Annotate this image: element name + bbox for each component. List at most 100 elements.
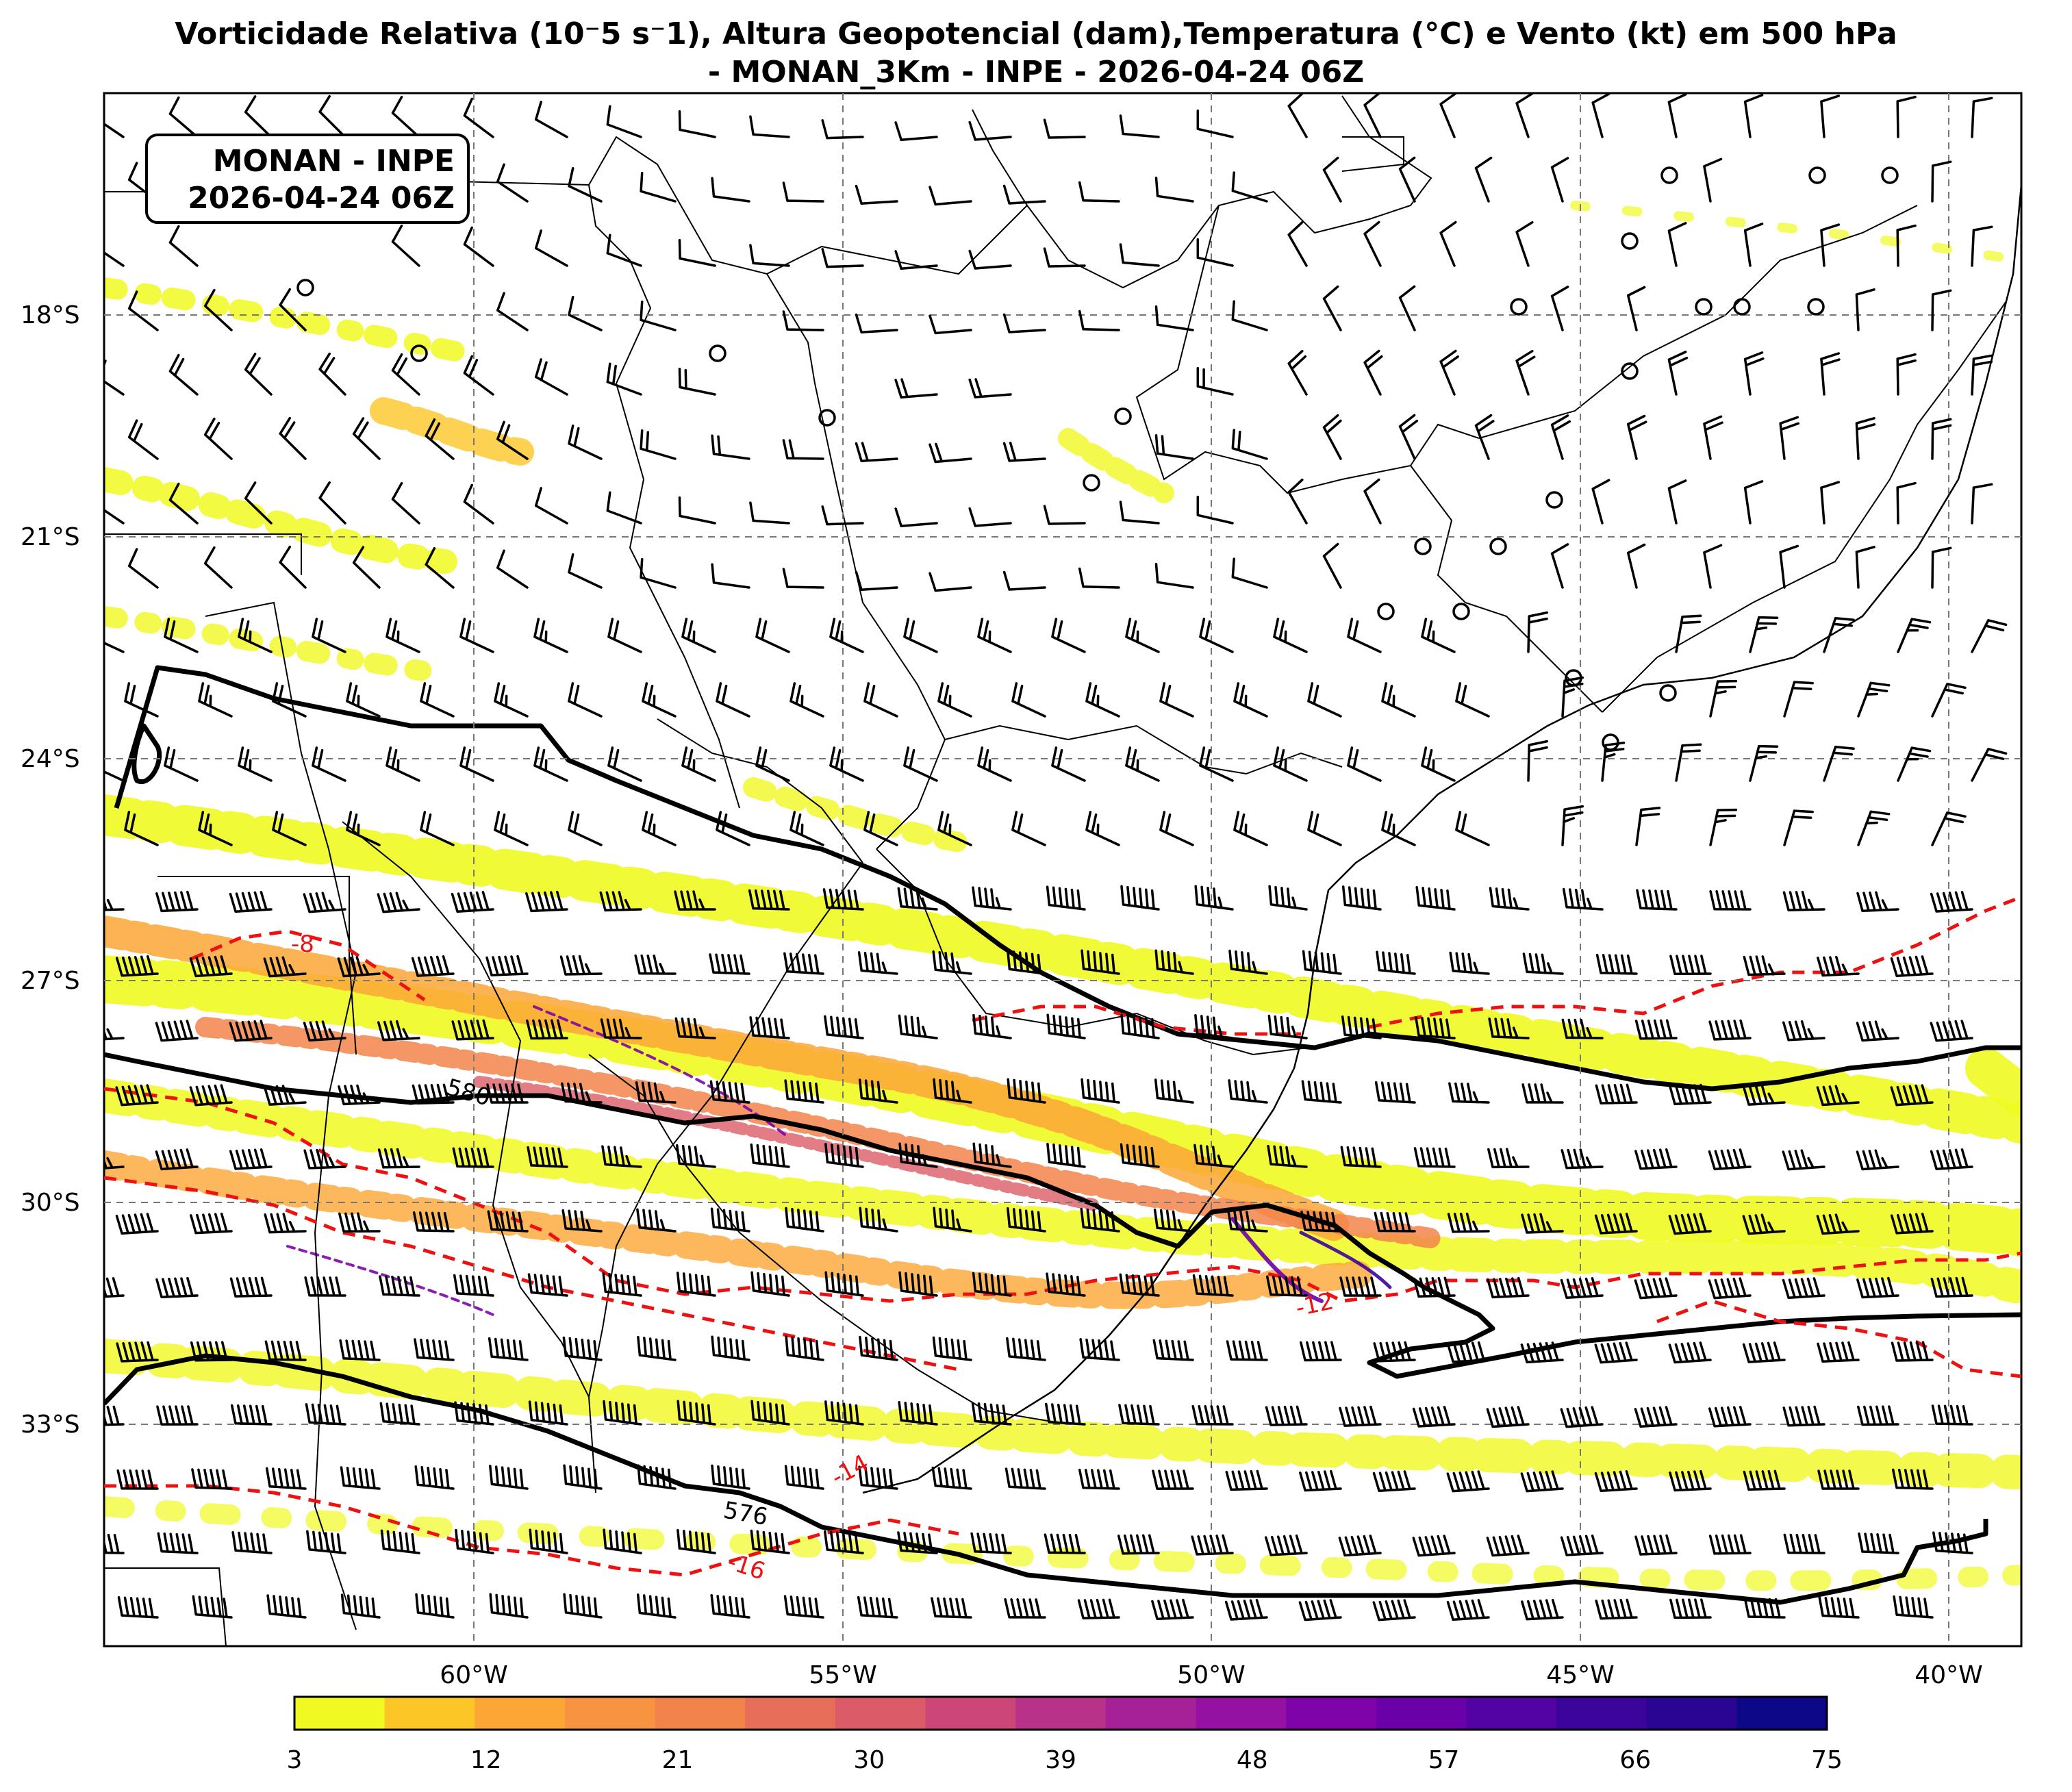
wind-barb [303,1148,346,1170]
wind-barb [1742,1213,1786,1235]
wind-barb [391,95,420,138]
wind-barb [562,1336,603,1361]
calm-wind-marker [1621,232,1639,250]
wind-barb [634,954,677,975]
wind-barb [824,1142,864,1168]
wind-barb [1051,746,1086,782]
wind-barb [568,811,603,846]
wind-barb [1515,93,1534,138]
wind-barb [1971,748,2008,782]
wind-barb [1372,1599,1416,1621]
wind-barb [1002,313,1046,333]
wind-barb [977,618,1012,653]
wind-barb [637,1464,677,1490]
wind-barb [1051,618,1086,653]
calm-wind-marker [818,409,836,427]
wind-barb [894,507,938,528]
wind-barb [1635,807,1661,846]
wind-barb [678,496,716,525]
wind-barb [279,545,307,589]
wind-barb [198,682,233,718]
lat-tick-label: 21°S [21,523,80,551]
wind-barb [599,891,642,912]
wind-barb [1818,1596,1860,1619]
wind-barb [933,1207,972,1233]
wind-barb [1890,1212,1934,1235]
wind-barb [266,1594,307,1619]
lon-tick-label: 60°W [440,1661,507,1689]
wind-barb [971,1402,1012,1426]
calm-wind-marker [1510,298,1528,316]
wind-barb [1931,546,1952,589]
wind-barb [1930,1276,1973,1298]
wind-barb [318,94,346,138]
wind-barb [1078,310,1120,331]
wind-barb [425,418,455,460]
wind-barb [1749,744,1779,782]
wind-barb [1363,478,1382,525]
wind-barb [1782,890,1825,911]
wind-barb [1703,415,1723,460]
colorbar-swatch [1556,1697,1647,1730]
wind-barb [463,483,494,525]
wind-barb [391,224,420,267]
colorbar-tick-label: 30 [853,1746,885,1774]
wind-barb [386,746,420,782]
wind-barb [272,682,307,718]
wind-barb [1857,681,1891,718]
wind-barb [1154,433,1194,460]
wind-barb [710,1594,750,1619]
wind-barb [1667,479,1687,525]
wind-barb [1855,546,1875,589]
wind-barb [533,618,568,653]
wind-barb [676,1272,716,1297]
wind-barb [1231,300,1268,331]
wind-barb [710,1207,750,1233]
wind-barb [1119,1273,1160,1297]
wind-barb [340,1593,381,1619]
wind-barb [412,1211,455,1233]
wind-barb [1742,1341,1786,1363]
wind-barb [559,955,603,976]
wind-barb [898,1142,938,1168]
colorbar-tick-label: 12 [470,1746,502,1774]
wind-barb [928,314,972,335]
wind-barb [452,1147,494,1168]
wind-barb [1347,746,1382,782]
wind-barb [711,563,750,589]
wind-barb [104,251,125,267]
wind-barb [601,1145,642,1168]
colorbar-swatch [835,1697,926,1730]
wind-barb [1857,1405,1899,1426]
wind-barb [1191,1404,1234,1426]
map-frame [103,92,2023,1648]
wind-barb [1634,1148,1678,1170]
wind-barb [855,570,898,591]
wind-barb [1931,811,1967,846]
wind-barb [1265,1275,1308,1297]
wind-barb [377,1148,420,1169]
wind-barb [1520,1470,1564,1493]
wind-barb [897,887,938,911]
wind-barb [1931,418,1952,460]
wind-barb [318,481,346,525]
wind-barb [824,1400,864,1426]
wind-barb [709,1080,750,1104]
wind-barb [1154,176,1194,203]
wind-barb [1415,1016,1456,1039]
wind-barb [1521,1213,1564,1234]
wind-barb [1413,1147,1456,1168]
wind-barb [1446,1341,1490,1363]
wind-barb [749,244,790,267]
wind-barb [1823,745,1855,782]
wind-barb [1816,1085,1860,1107]
wind-barb [636,1593,677,1619]
wind-barb [1550,543,1569,589]
wind-barb [1782,1405,1825,1427]
wind-barb [1931,289,1952,331]
wind-barb [898,1401,938,1426]
wind-barb [1527,611,1549,653]
wind-barb [678,239,716,267]
wind-barb [104,641,125,653]
wind-barb [1154,1078,1194,1104]
